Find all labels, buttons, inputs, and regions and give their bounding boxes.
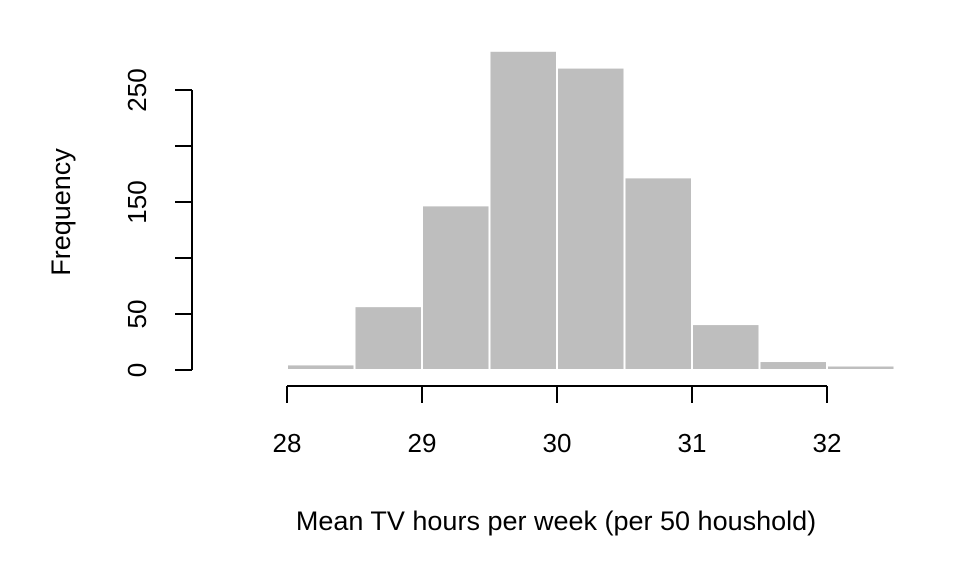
x-axis-title: Mean TV hours per week (per 50 houshold) [296,506,816,536]
x-tick-label: 29 [408,428,437,458]
y-tick-label: 50 [122,300,152,329]
x-axis: 28 29 30 31 32 [273,385,842,458]
histogram-bar [286,363,356,371]
histogram-bar [691,323,761,371]
histogram-bar [623,176,693,371]
histogram-bar [421,204,491,371]
y-axis-title: Frequency [46,148,76,276]
y-tick-label: 0 [122,363,152,377]
x-tick-label: 30 [543,428,572,458]
y-axis: 0 50 150 250 [122,68,193,377]
histogram-bar [353,305,423,372]
x-tick-label: 31 [678,428,707,458]
x-tick-label: 32 [813,428,842,458]
histogram-bar [826,364,896,371]
y-tick-label: 150 [122,180,152,223]
histogram-bar [488,49,558,372]
histogram-bar [556,66,626,371]
y-tick-label: 250 [122,68,152,111]
x-tick-label: 28 [273,428,302,458]
histogram-bar [758,360,828,372]
histogram-bars [286,49,896,372]
